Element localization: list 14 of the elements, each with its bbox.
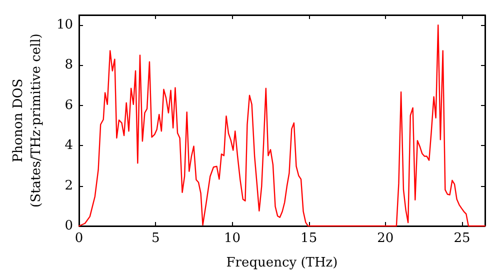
y-tick-label: 4 <box>64 138 73 154</box>
y-tick-label: 6 <box>64 98 73 113</box>
y-tick-label: 8 <box>64 58 73 73</box>
x-tick-label: 5 <box>151 231 160 246</box>
y-tick-label: 2 <box>64 178 73 194</box>
y-tick-label: 0 <box>64 218 73 234</box>
y-tick-label: 10 <box>56 18 73 33</box>
x-tick-label: 25 <box>454 231 470 246</box>
x-tick-label: 15 <box>300 231 318 246</box>
x-tick-label: 10 <box>224 231 240 246</box>
x-axis-title: Frequency (THz) <box>226 256 338 270</box>
x-tick-label: 20 <box>377 231 394 246</box>
y-axis-title: Phonon DOS (States/THz·primitive cell) <box>11 33 44 208</box>
x-tick-label: 0 <box>74 231 84 246</box>
